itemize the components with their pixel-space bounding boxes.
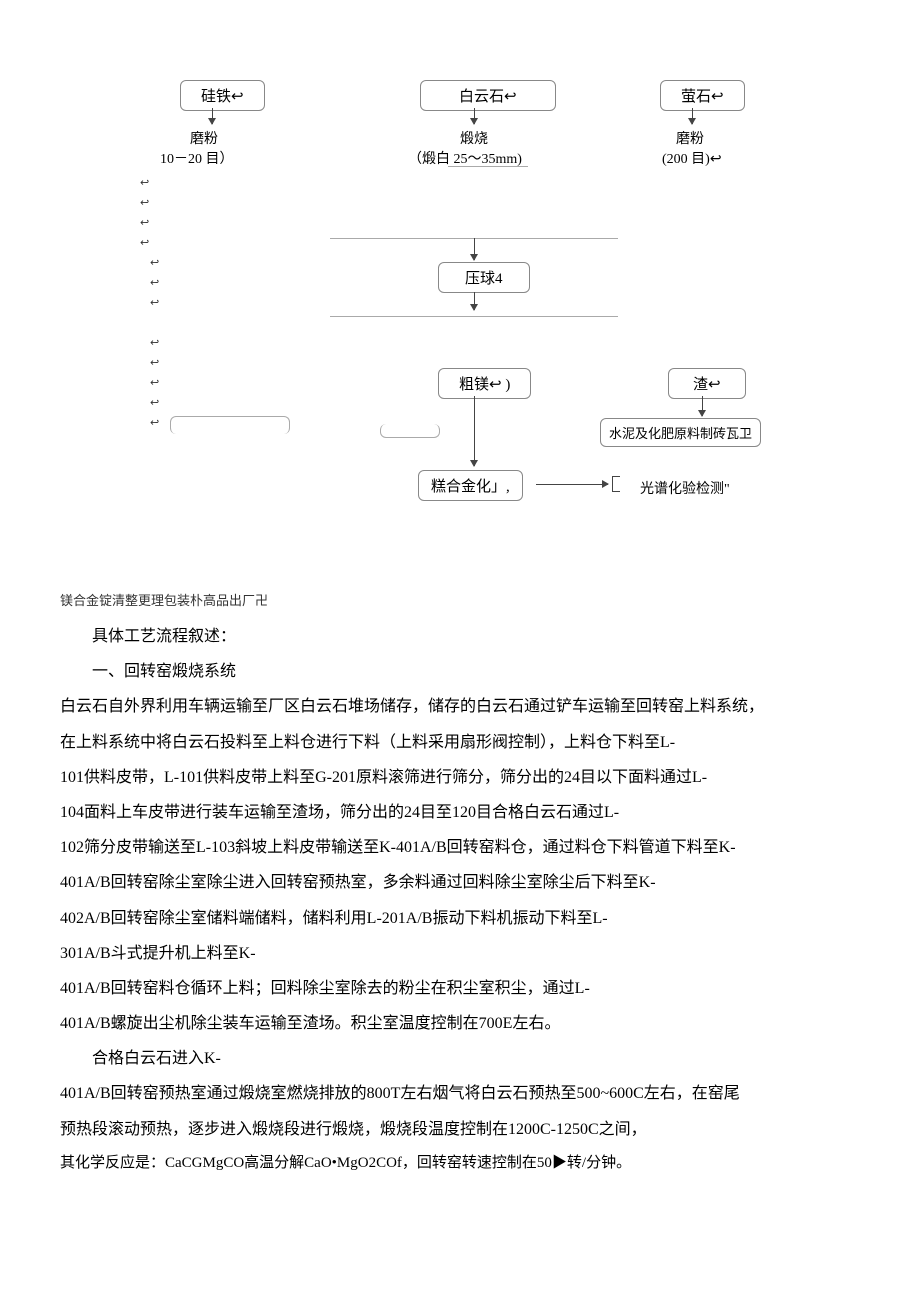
arrow-icon [474,108,475,124]
dash-icon: ↩ [150,296,159,309]
paragraph: 合格白云石进入K- [60,1041,860,1076]
partial-box [380,424,440,438]
dash-icon: ↩ [140,196,149,209]
paragraph: 401A/B螺旋出尘机除尘装车运输至渣场。积尘室温度控制在700E左右。 [60,1006,860,1041]
process-flowchart: 硅铁↩ 白云石↩ 萤石↩ 磨粉 10－20 目） 煅烧 （煅白 25～35mm)… [60,80,860,560]
dash-icon: ↩ [150,376,159,389]
page: 硅铁↩ 白云石↩ 萤石↩ 磨粉 10－20 目） 煅烧 （煅白 25～35mm)… [0,0,920,1240]
paragraph: 在上料系统中将白云石投料至上料仓进行下料（上料采用扇形阀控制），上料仓下料至L- [60,725,860,760]
node-cumei: 粗镁↩ ) [438,368,531,399]
paragraph: 401A/B回转窑预热室通过煅烧室燃烧排放的800T左右烟气将白云石预热至500… [60,1076,860,1111]
node-zha: 渣↩ [668,368,746,399]
paragraph: 402A/B回转窑除尘室储料端储料，储料利用L-201A/B振动下料机振动下料至… [60,901,860,936]
arrow-icon [536,484,608,485]
node-label: 压球4 [465,271,503,287]
dash-icon: ↩ [150,416,159,429]
dash-icon: ↩ [140,176,149,189]
node-label: 糕合金化」, [431,479,510,495]
node-label: 硅铁↩ [201,89,244,105]
node-gaohe: 糕合金化」, [418,470,523,501]
dash-icon: ↩ [150,256,159,269]
small-bracket [612,476,620,492]
node-shuini: 水泥及化肥原料制砖瓦卫 [600,418,761,447]
dash-icon: ↩ [140,216,149,229]
connector-line [330,316,618,317]
paragraph: 一、回转窑煅烧系统 [60,654,860,689]
diagram-caption: 镁合金锭清整更理包装朴高品出厂卍 [60,590,860,609]
dash-icon: ↩ [140,236,149,249]
node-label: 粗镁↩ ) [459,377,510,393]
underline [448,166,528,167]
dash-icon: ↩ [150,276,159,289]
label-mofen-left2: 10－20 目） [160,148,234,168]
arrow-icon [212,108,213,124]
dash-icon: ↩ [150,336,159,349]
arrow-icon [474,396,475,466]
paragraph: 101供料皮带，L-101供料皮带上料至G-201原料滚筛进行筛分，筛分出的24… [60,760,860,795]
paragraph: 102筛分皮带输送至L-103斜坡上料皮带输送至K-401A/B回转窑料仓，通过… [60,830,860,865]
paragraph: 具体工艺流程叙述： [60,619,860,654]
arrow-icon [692,108,693,124]
node-yaqiu: 压球4 [438,262,530,293]
label-duanbai: （煅白 25～35mm) [408,148,522,168]
node-yingshi: 萤石↩ [660,80,745,111]
dash-icon: ↩ [150,396,159,409]
dash-icon: ↩ [150,356,159,369]
paragraph: 预热段滚动预热，逐步进入煅烧段进行煅烧，煅烧段温度控制在1200C-1250C之… [60,1112,860,1147]
label-mofen-left: 磨粉 [190,128,218,148]
paragraph: 401A/B回转窑除尘室除尘进入回转窑预热室，多余料通过回料除尘室除尘后下料至K… [60,865,860,900]
paragraph: 301A/B斗式提升机上料至K- [60,936,860,971]
arrow-icon [474,238,475,260]
paragraph: 白云石自外界利用车辆运输至厂区白云石堆场储存，储存的白云石通过铲车运输至回转窑上… [60,689,860,724]
body-text: 具体工艺流程叙述： 一、回转窑煅烧系统 白云石自外界利用车辆运输至厂区白云石堆场… [60,619,860,1180]
node-label: 白云石↩ [459,89,517,105]
label-200mu: (200 目)↩ [662,148,722,168]
node-baiyunshi: 白云石↩ [420,80,556,111]
arrow-icon [702,396,703,416]
node-guitie: 硅铁↩ [180,80,265,111]
label-mofen-right: 磨粉 [676,128,704,148]
partial-box [170,416,290,434]
paragraph: 104面料上车皮带进行装车运输至渣场，筛分出的24目至120目合格白云石通过L- [60,795,860,830]
node-label: 渣↩ [693,377,721,393]
paragraph: 401A/B回转窑料仓循环上料；回料除尘室除去的粉尘在积尘室积尘，通过L- [60,971,860,1006]
label-duanshao: 煅烧 [460,128,488,148]
label-guangpu: 光谱化验检测" [640,478,730,498]
paragraph: 其化学反应是：CaCGMgCO高温分解CaO•MgO2COf，回转窑转速控制在5… [60,1147,860,1180]
node-label: 萤石↩ [681,89,724,105]
node-label: 水泥及化肥原料制砖瓦卫 [609,426,752,441]
arrow-icon [474,292,475,310]
